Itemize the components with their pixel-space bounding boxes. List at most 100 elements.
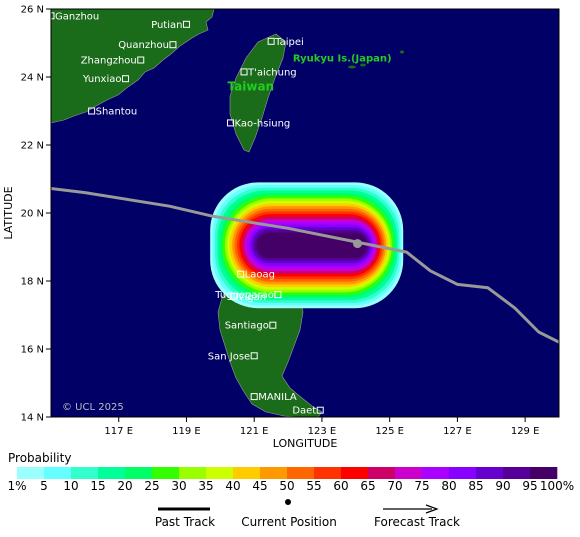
city-marker-santiago bbox=[269, 321, 277, 329]
colorbar-label: 35 bbox=[198, 479, 213, 493]
region-labels: Taiwan Ryukyu Is.(Japan) bbox=[228, 54, 392, 94]
y-tick-label: 26 N bbox=[21, 5, 44, 16]
x-axis-ticks: 117 E 119 E 121 E 123 E 125 E 127 E 129 E bbox=[104, 417, 539, 437]
colorbar-segment-55 bbox=[314, 467, 342, 479]
city-marker-san-jose bbox=[250, 352, 258, 360]
region-label: Ryukyu Is.(Japan) bbox=[293, 54, 392, 65]
city-marker-ganzhou bbox=[51, 12, 55, 20]
colorbar-label: 100% bbox=[540, 479, 574, 493]
x-axis-label: LONGITUDE bbox=[273, 437, 338, 450]
city-marker-quanzhou bbox=[169, 41, 177, 49]
city-marker-putian bbox=[182, 20, 190, 28]
copyright-text: © UCL 2025 bbox=[62, 402, 124, 413]
colorbar-label: 50 bbox=[279, 479, 294, 493]
island-ryukyu-2 bbox=[360, 63, 366, 67]
colorbar-segment-85 bbox=[476, 467, 504, 479]
city-label: San Jose bbox=[208, 351, 250, 362]
y-axis-ticks: 14 N 16 N 18 N 20 N 22 N 24 N 26 N bbox=[21, 5, 51, 424]
colorbar-label: 55 bbox=[306, 479, 321, 493]
current-position-marker bbox=[352, 239, 362, 249]
colorbar-label: 90 bbox=[495, 479, 510, 493]
y-tick-label: 18 N bbox=[21, 277, 44, 288]
colorbar-label: 20 bbox=[117, 479, 132, 493]
colorbar-label: 15 bbox=[90, 479, 105, 493]
city-label: Yunxiao bbox=[82, 74, 122, 85]
region-label: Taiwan bbox=[228, 80, 275, 94]
colorbar-label: 30 bbox=[171, 479, 186, 493]
colorbar-label: 1% bbox=[7, 479, 26, 493]
x-tick-label: 121 E bbox=[240, 426, 269, 437]
forecast-track-arrowhead bbox=[425, 504, 439, 514]
colorbar-segment-60 bbox=[341, 467, 369, 479]
city-markers: Ganzhou Putian Quanzhou Taipei Zhangzhou T'ai… bbox=[51, 11, 324, 417]
colorbar-segment-80 bbox=[449, 467, 477, 479]
city-label: Taipei bbox=[274, 37, 304, 48]
city-label: Santiago bbox=[225, 321, 269, 332]
colorbar-label: 75 bbox=[414, 479, 429, 493]
y-tick-label: 20 N bbox=[21, 209, 44, 220]
x-tick-label: 125 E bbox=[375, 426, 404, 437]
probability-colorbar bbox=[17, 467, 558, 479]
land-taiwan bbox=[229, 33, 287, 153]
colorbar-segment-95 bbox=[530, 467, 558, 479]
city-marker-yunxiao bbox=[122, 75, 130, 83]
city-marker-vigan bbox=[230, 292, 238, 300]
colorbar-label: 40 bbox=[225, 479, 240, 493]
colorbar-segment-75 bbox=[422, 467, 450, 479]
probability-colorbar-labels: 1% 5 10 15 20 25 30 35 40 45 50 55 60 65 70 75 80 85 90 95 1… bbox=[7, 479, 574, 493]
colorbar-segment-45 bbox=[260, 467, 288, 479]
y-tick-label: 16 N bbox=[21, 345, 44, 356]
city-marker-zhangzhou bbox=[137, 56, 145, 64]
current-position-label: Current Position bbox=[241, 515, 337, 529]
current-position-symbol bbox=[285, 499, 291, 505]
city-label: Zhangzhou bbox=[81, 56, 137, 67]
land-china bbox=[51, 9, 215, 124]
colorbar-label: 80 bbox=[441, 479, 456, 493]
y-tick-label: 22 N bbox=[21, 141, 44, 152]
city-label: Laoag bbox=[245, 270, 275, 281]
city-label: Daet bbox=[292, 406, 316, 417]
x-tick-label: 129 E bbox=[511, 426, 540, 437]
colorbar-label: 45 bbox=[252, 479, 267, 493]
city-marker-tuguegarao bbox=[274, 291, 282, 299]
colorbar-label: 10 bbox=[63, 479, 78, 493]
colorbar-segment-30 bbox=[179, 467, 207, 479]
colorbar-segment-15 bbox=[98, 467, 126, 479]
colorbar-segment-40 bbox=[233, 467, 261, 479]
city-label: Ganzhou bbox=[55, 11, 99, 22]
y-axis-label: LATITUDE bbox=[2, 186, 15, 239]
y-tick-label: 24 N bbox=[21, 73, 44, 84]
colorbar-segment-35 bbox=[206, 467, 234, 479]
probability-band-95 bbox=[256, 232, 368, 259]
city-marker-laoag bbox=[237, 270, 245, 278]
x-tick-label: 123 E bbox=[308, 426, 337, 437]
storm-track bbox=[51, 187, 559, 344]
city-label: Vigan bbox=[238, 292, 266, 303]
colorbar-label: 95 bbox=[522, 479, 537, 493]
x-tick-label: 119 E bbox=[172, 426, 201, 437]
legend-title: Probability bbox=[8, 451, 71, 465]
colorbar-label: 85 bbox=[468, 479, 483, 493]
city-label: Putian bbox=[151, 20, 182, 31]
colorbar-label: 65 bbox=[360, 479, 375, 493]
colorbar-segment-25 bbox=[152, 467, 180, 479]
city-label: Shantou bbox=[96, 107, 138, 118]
past-track-label: Past Track bbox=[155, 515, 215, 529]
city-marker-t-aichung bbox=[240, 68, 248, 76]
colorbar-segment-10 bbox=[71, 467, 99, 479]
colorbar-segment-65 bbox=[368, 467, 396, 479]
colorbar-segment-90 bbox=[503, 467, 531, 479]
island-ryukyu-1 bbox=[348, 65, 356, 69]
island-ryukyu-3 bbox=[400, 50, 404, 54]
city-marker-manila bbox=[250, 393, 258, 401]
colorbar-segment-70 bbox=[395, 467, 423, 479]
colorbar-label: 60 bbox=[333, 479, 348, 493]
x-tick-label: 127 E bbox=[443, 426, 472, 437]
colorbar-segment-1% bbox=[17, 467, 45, 479]
forecast-track-label: Forecast Track bbox=[374, 515, 460, 529]
colorbar-label: 5 bbox=[40, 479, 48, 493]
city-label: MANILA bbox=[258, 392, 297, 403]
city-label: Tuguegarao bbox=[214, 290, 274, 301]
city-label: T'aichung bbox=[247, 67, 297, 78]
